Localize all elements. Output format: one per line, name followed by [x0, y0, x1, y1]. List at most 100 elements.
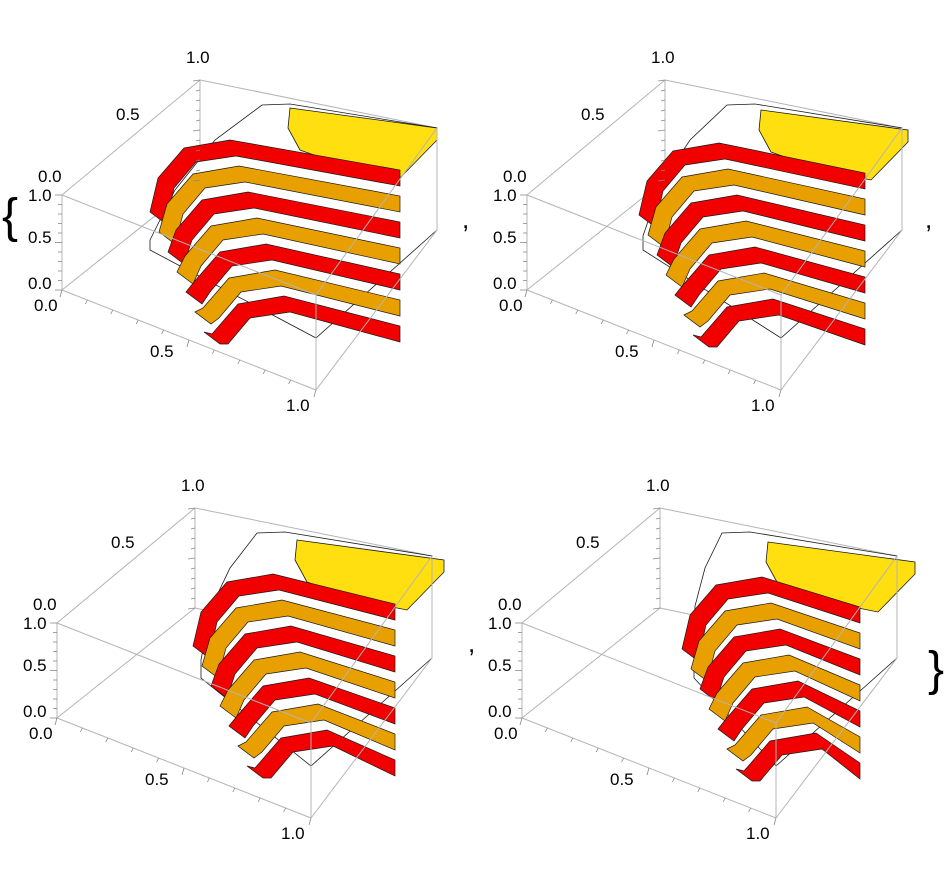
- x-tick: [257, 797, 261, 803]
- box-edge: [780, 127, 903, 296]
- x-tick: [524, 289, 528, 298]
- contour-band: [210, 625, 396, 699]
- x-tick: [308, 817, 312, 826]
- x-tick: [677, 349, 680, 355]
- x-tick: [59, 289, 63, 298]
- x-tick: [313, 389, 317, 398]
- y-tick-label: 0.0: [23, 702, 47, 721]
- y-tick-label: 0.5: [488, 656, 512, 675]
- x-tick: [262, 369, 266, 375]
- box-edge: [310, 555, 433, 724]
- list-open-brace: {: [2, 190, 18, 243]
- x-tick: [550, 299, 553, 305]
- contour-band: [158, 165, 401, 245]
- x-tick: [570, 737, 574, 743]
- y-tick-label: 0.5: [493, 228, 517, 247]
- y-tick-label: 1.0: [493, 186, 517, 205]
- z-tick: [655, 547, 661, 550]
- surface-plot-4: 1.00.50.01.00.50.00.00.51.0: [488, 476, 916, 843]
- z-tick-label: 0.0: [498, 595, 522, 614]
- contour-band: [708, 654, 861, 722]
- z-tick-label: 0.5: [576, 533, 600, 552]
- z-tick: [195, 139, 201, 142]
- z-tick: [655, 587, 661, 590]
- z-tick-label: 1.0: [186, 48, 210, 67]
- tick-labels: 1.00.50.01.00.50.00.00.51.0: [493, 48, 775, 415]
- z-tick: [660, 169, 666, 172]
- z-tick: [652, 607, 661, 610]
- x-tick: [697, 787, 701, 793]
- z-tick: [655, 577, 661, 580]
- box-edge: [56, 622, 312, 724]
- box-edge: [521, 622, 777, 724]
- bounding-box-front: [521, 555, 898, 819]
- surface-plot-1: 1.00.50.01.00.50.00.00.51.0: [28, 48, 438, 415]
- surface: [192, 531, 445, 779]
- x-tick: [181, 767, 185, 776]
- z-tick: [190, 577, 196, 580]
- list-separator-1: ,: [462, 204, 469, 234]
- x-tick: [283, 807, 286, 813]
- z-tick: [660, 139, 666, 142]
- x-tick-label: 0.0: [499, 296, 523, 315]
- z-tick: [187, 507, 196, 510]
- box-edge: [659, 507, 898, 557]
- tick-labels: 1.00.50.01.00.50.00.00.51.0: [488, 476, 770, 843]
- x-tick-label: 0.0: [34, 296, 58, 315]
- z-tick: [655, 567, 661, 570]
- surface-plot-2: 1.00.50.01.00.50.00.00.51.0: [493, 48, 909, 415]
- z-tick-label: 0.5: [116, 105, 140, 124]
- surface: [638, 103, 909, 348]
- x-tick: [702, 359, 706, 365]
- x-tick: [207, 777, 210, 783]
- contour-band: [647, 168, 866, 248]
- contour-band: [237, 703, 396, 759]
- y-tick-label: 0.0: [493, 274, 517, 293]
- list-close-brace: }: [928, 643, 944, 696]
- x-tick: [130, 747, 134, 753]
- x-tick: [773, 817, 777, 826]
- x-tick: [232, 787, 236, 793]
- z-tick: [195, 149, 201, 152]
- y-tick-label: 0.5: [28, 228, 52, 247]
- axis-ticks: [55, 79, 317, 398]
- z-tick: [195, 119, 201, 122]
- z-tick: [195, 99, 201, 102]
- z-tick: [657, 129, 666, 132]
- contour-band: [735, 732, 861, 782]
- contour-band: [690, 602, 861, 682]
- x-tick-label: 0.5: [610, 770, 634, 789]
- contour-band: [203, 295, 401, 345]
- contour-band: [246, 729, 396, 779]
- z-tick: [190, 567, 196, 570]
- contour-band: [176, 217, 401, 285]
- z-tick: [190, 597, 196, 600]
- box-edge: [526, 79, 666, 196]
- z-tick: [195, 109, 201, 112]
- x-tick: [748, 807, 751, 813]
- x-tick: [110, 309, 114, 315]
- box-edge: [56, 607, 196, 719]
- z-tick: [195, 159, 201, 162]
- x-tick: [600, 319, 604, 325]
- list-separator-3: ,: [468, 628, 475, 658]
- z-tick: [657, 179, 666, 182]
- box-edge: [521, 607, 661, 719]
- x-tick: [626, 329, 629, 335]
- box-edge: [526, 194, 782, 296]
- box-edge: [664, 79, 903, 129]
- contour-band: [699, 628, 861, 702]
- box-edge: [780, 229, 903, 391]
- z-tick: [655, 537, 661, 540]
- box-edge: [310, 657, 433, 819]
- z-tick: [660, 89, 666, 92]
- x-tick: [80, 727, 83, 733]
- x-tick-label: 1.0: [751, 396, 775, 415]
- y-tick-label: 0.0: [488, 702, 512, 721]
- z-tick-label: 0.0: [33, 595, 57, 614]
- contour-band: [683, 272, 866, 328]
- contour-band: [656, 194, 866, 268]
- x-tick: [575, 309, 579, 315]
- y-tick-label: 1.0: [488, 614, 512, 633]
